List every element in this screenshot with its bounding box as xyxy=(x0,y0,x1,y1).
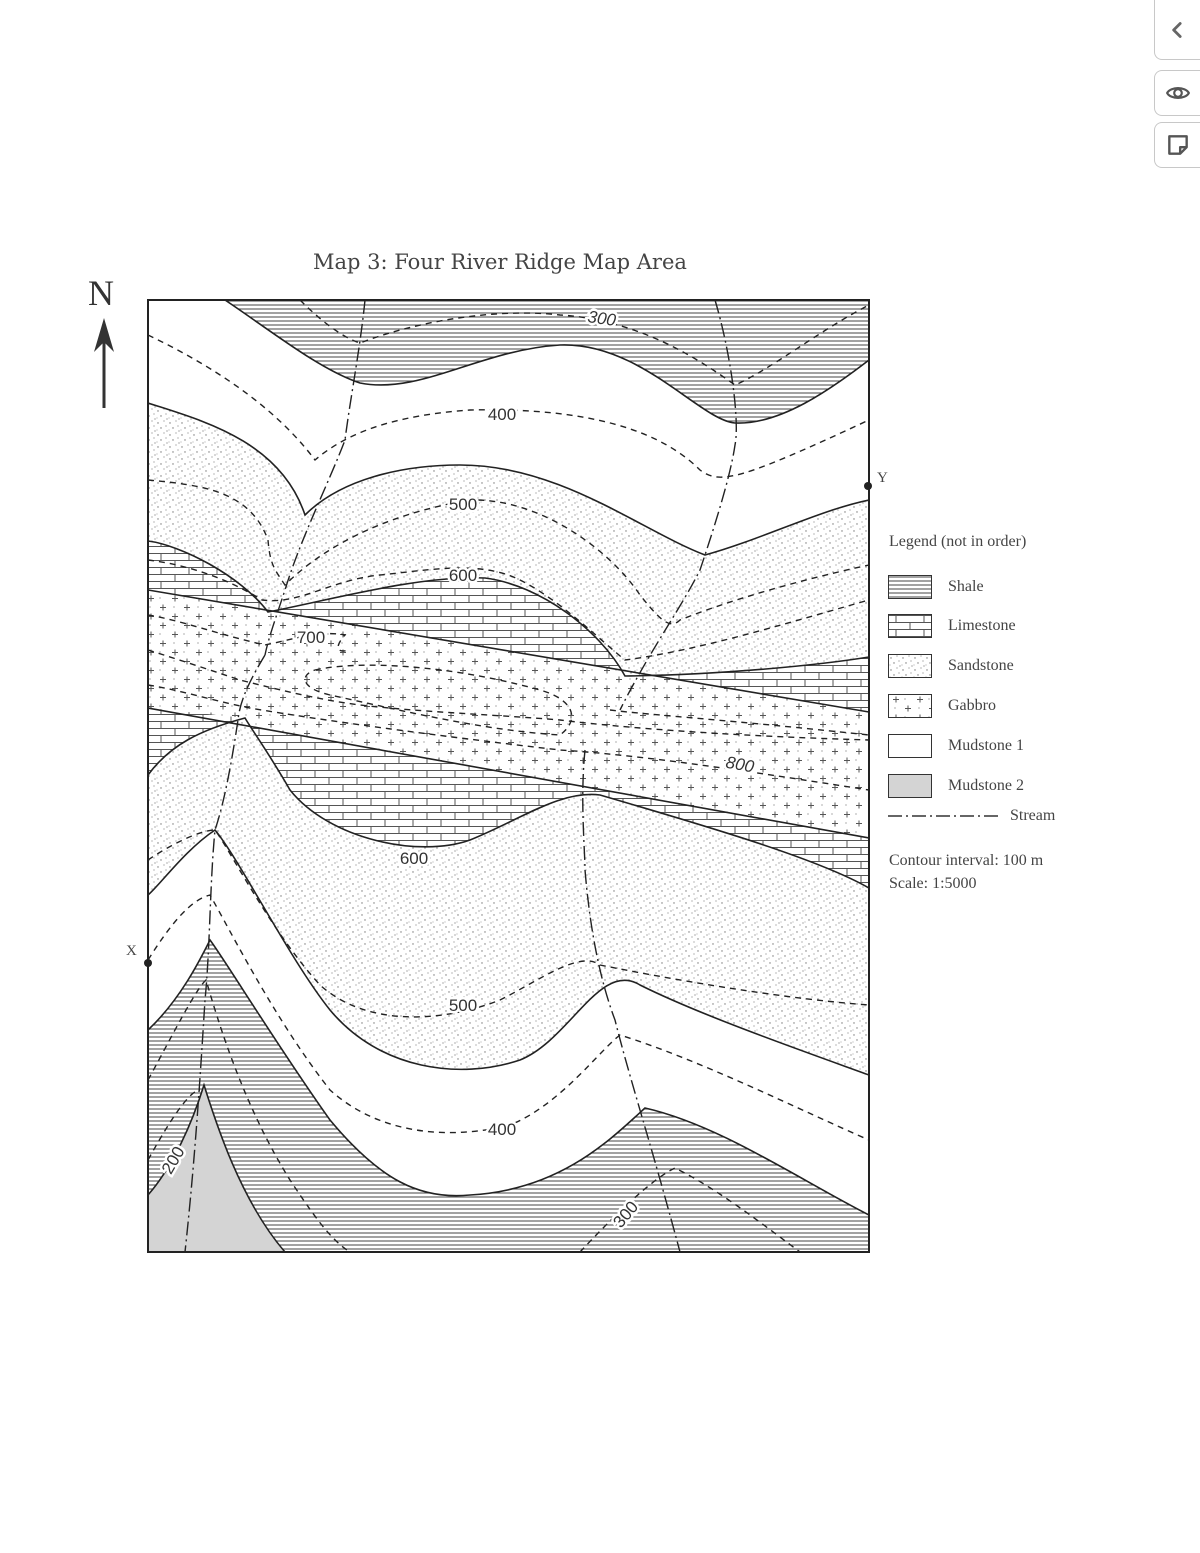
contour-label-500-top: 500 xyxy=(449,495,477,514)
contour-label-300-top: 300 xyxy=(586,307,617,330)
sticky-note-icon xyxy=(1167,135,1188,155)
contour-label-600-top: 600 xyxy=(449,566,477,585)
mudstone-2-swatch xyxy=(888,774,932,798)
point-y-marker xyxy=(864,482,872,490)
map-area xyxy=(148,300,869,1252)
streams xyxy=(184,300,737,1252)
sandstone-upper-unit xyxy=(148,403,869,675)
limestone-upper-unit xyxy=(148,541,268,612)
point-x-marker xyxy=(144,959,152,967)
mudstone-1-swatch xyxy=(888,734,932,758)
sandstone-swatch xyxy=(888,654,932,678)
limestone-lower-unit xyxy=(148,708,869,888)
contour-label-600-bottom: 600 xyxy=(400,849,428,868)
legend-item-stream: Stream xyxy=(888,807,1055,825)
chevron-left-icon xyxy=(1171,21,1182,38)
legend-item-mudstone-1: Mudstone 1 xyxy=(888,733,1024,759)
contour-label-400-top: 400 xyxy=(488,405,516,424)
contour-interval-note: Contour interval: 100 m xyxy=(889,852,1044,869)
contour-label-700: 700 xyxy=(297,628,325,647)
contour-label-500-bottom: 500 xyxy=(449,996,477,1015)
gabbro-dyke-unit xyxy=(148,590,869,838)
legend-label: Mudstone 2 xyxy=(948,777,1024,794)
collapse-panel-button[interactable] xyxy=(1154,0,1200,60)
geologic-contacts xyxy=(148,402,869,1216)
note-button[interactable] xyxy=(1154,122,1200,168)
shale-swatch xyxy=(888,575,932,599)
legend-item-limestone: Limestone xyxy=(888,613,1016,639)
limestone-swatch xyxy=(888,614,932,638)
legend-label: Mudstone 1 xyxy=(948,737,1024,754)
sandstone-lower-unit xyxy=(148,718,869,1075)
legend-label: Limestone xyxy=(948,617,1016,634)
stream-line-sample xyxy=(888,815,998,817)
eye-icon xyxy=(1165,87,1190,99)
shale-lower-unit xyxy=(148,940,869,1252)
scale-note: Scale: 1:5000 xyxy=(889,875,977,892)
view-button[interactable] xyxy=(1154,70,1200,116)
legend-label: Gabbro xyxy=(948,697,996,714)
mudstone-2-unit xyxy=(148,1082,287,1252)
legend-item-mudstone-2: Mudstone 2 xyxy=(888,773,1024,799)
legend-item-shale: Shale xyxy=(888,574,984,600)
point-x-label: X xyxy=(126,943,137,959)
north-arrow-icon xyxy=(94,318,114,408)
point-y-label: Y xyxy=(877,470,888,486)
legend-item-sandstone: Sandstone xyxy=(888,653,1014,679)
map-frame xyxy=(147,299,870,1253)
north-label: N xyxy=(88,273,114,313)
gabbro-swatch xyxy=(888,694,932,718)
legend-label-stream: Stream xyxy=(1010,807,1056,824)
contour-label-400-bottom: 400 xyxy=(488,1120,516,1139)
legend-title: Legend (not in order) xyxy=(889,533,1027,550)
shale-top-unit xyxy=(223,300,869,424)
map-title: Map 3: Four River Ridge Map Area xyxy=(313,250,687,274)
legend-label: Shale xyxy=(948,578,984,595)
contour-lines xyxy=(148,300,869,1252)
contour-label-800: 800 xyxy=(724,753,756,777)
legend-label: Sandstone xyxy=(948,657,1014,674)
legend-item-gabbro: Gabbro xyxy=(888,693,996,719)
